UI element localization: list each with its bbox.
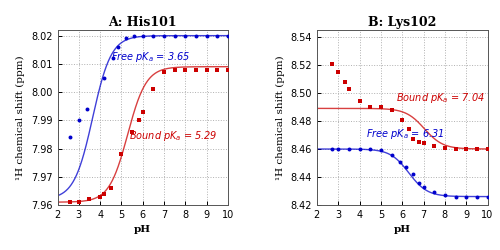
Point — [398, 118, 406, 122]
Point — [452, 194, 460, 198]
Point — [182, 68, 190, 71]
Point — [388, 152, 396, 156]
Point — [214, 34, 222, 38]
Point — [75, 118, 83, 122]
Title: B: Lys102: B: Lys102 — [368, 16, 436, 29]
Point — [214, 68, 222, 71]
Point — [396, 160, 404, 164]
Point — [192, 34, 200, 38]
Point — [86, 197, 94, 201]
Point — [404, 128, 412, 132]
Point — [171, 34, 179, 38]
Point — [192, 68, 200, 71]
Point — [409, 137, 417, 141]
Point — [128, 130, 136, 134]
Point — [462, 194, 470, 198]
Point — [441, 193, 449, 197]
Y-axis label: ¹H chemical shift (ppm): ¹H chemical shift (ppm) — [16, 55, 26, 180]
Point — [345, 87, 353, 91]
Text: Free p$K_a$ = 3.65: Free p$K_a$ = 3.65 — [111, 50, 190, 64]
Point — [328, 147, 336, 151]
Text: Free p$K_a$ = 6.31: Free p$K_a$ = 6.31 — [366, 127, 444, 141]
Point — [366, 147, 374, 151]
Point — [66, 135, 74, 139]
Point — [96, 194, 104, 198]
Point — [114, 45, 122, 49]
Point — [484, 194, 492, 198]
Point — [139, 34, 147, 38]
Point — [203, 68, 211, 71]
Point — [409, 172, 417, 176]
Point — [328, 62, 336, 66]
Text: Bound p$K_a$ = 5.29: Bound p$K_a$ = 5.29 — [129, 129, 218, 143]
Point — [484, 147, 492, 151]
Point — [224, 68, 232, 71]
Point — [150, 34, 158, 38]
Point — [473, 194, 481, 198]
Point — [75, 200, 83, 204]
Point — [224, 34, 232, 38]
Point — [334, 147, 342, 151]
Point — [334, 70, 342, 74]
Point — [160, 34, 168, 38]
Point — [415, 140, 423, 144]
Point — [377, 148, 385, 152]
Point — [452, 147, 460, 151]
Point — [66, 200, 74, 204]
Point — [107, 186, 115, 190]
Point — [415, 180, 423, 184]
Point — [356, 147, 364, 151]
X-axis label: pH: pH — [134, 226, 152, 234]
Point — [441, 146, 449, 150]
Point — [109, 56, 117, 60]
Y-axis label: ¹H chemical shift (ppm): ¹H chemical shift (ppm) — [276, 55, 285, 180]
Point — [182, 34, 190, 38]
Title: A: His101: A: His101 — [108, 16, 177, 29]
Point — [171, 68, 179, 71]
Point — [84, 107, 92, 111]
Text: Bound p$K_a$ = 7.04: Bound p$K_a$ = 7.04 — [396, 91, 484, 105]
Point — [345, 147, 353, 151]
Point — [430, 144, 438, 148]
Point — [118, 152, 126, 156]
Point — [377, 105, 385, 109]
X-axis label: pH: pH — [394, 226, 410, 234]
Point — [203, 34, 211, 38]
Point — [130, 34, 138, 38]
Point — [473, 147, 481, 151]
Point — [420, 142, 428, 146]
Point — [134, 118, 142, 122]
Point — [402, 165, 410, 169]
Point — [388, 108, 396, 112]
Point — [356, 100, 364, 103]
Point — [340, 80, 348, 84]
Point — [160, 70, 168, 74]
Point — [139, 110, 147, 114]
Point — [100, 192, 108, 196]
Point — [366, 105, 374, 109]
Point — [122, 36, 130, 40]
Point — [462, 147, 470, 151]
Point — [150, 87, 158, 91]
Point — [420, 185, 428, 189]
Point — [430, 190, 438, 194]
Point — [100, 76, 108, 80]
